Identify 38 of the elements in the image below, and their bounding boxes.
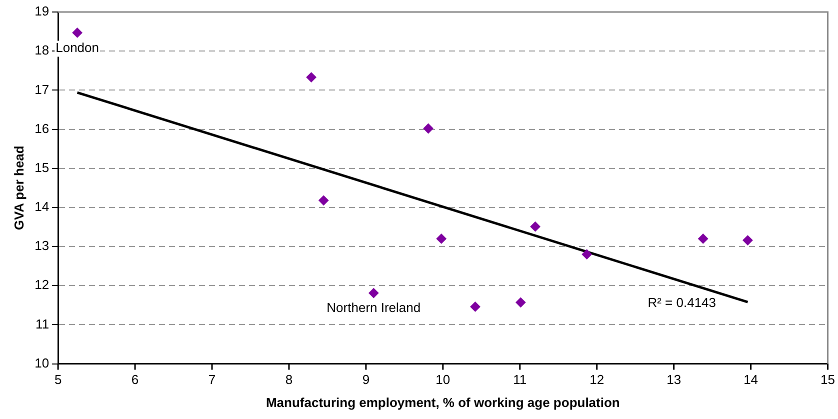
x-axis-title: Manufacturing employment, % of working age population bbox=[266, 394, 620, 410]
x-tick-label: 8 bbox=[285, 372, 293, 388]
y-tick-label: 13 bbox=[34, 238, 50, 254]
x-tick-label: 7 bbox=[208, 372, 216, 388]
y-axis-title: GVA per head bbox=[11, 146, 26, 230]
y-tick-label: 12 bbox=[34, 277, 50, 292]
annotation: R² = 0.4143 bbox=[648, 295, 716, 310]
x-tick-label: 5 bbox=[54, 372, 62, 388]
y-tick-label: 19 bbox=[34, 4, 50, 19]
point bbox=[72, 28, 82, 38]
x-tick-label: 11 bbox=[513, 372, 527, 388]
y-tick-label: 16 bbox=[34, 120, 50, 136]
y-tick-label: 10 bbox=[34, 355, 50, 370]
x-tick-label: 10 bbox=[436, 372, 450, 388]
annotation: London bbox=[56, 40, 99, 55]
point bbox=[742, 235, 753, 246]
point bbox=[368, 288, 379, 298]
y-tick-label: 14 bbox=[34, 199, 50, 214]
point bbox=[516, 297, 526, 308]
x-tick-label: 15 bbox=[820, 372, 836, 388]
point bbox=[698, 234, 708, 244]
point bbox=[306, 72, 316, 82]
point bbox=[318, 195, 329, 206]
y-tick-label: 11 bbox=[36, 316, 50, 332]
x-tick-label: 13 bbox=[666, 372, 682, 388]
point bbox=[582, 249, 592, 260]
annotation: Northern Ireland bbox=[326, 300, 421, 316]
x-tick-label: 14 bbox=[744, 372, 758, 388]
x-tick-label: 6 bbox=[131, 372, 139, 388]
point bbox=[436, 234, 446, 244]
x-tick-label: 9 bbox=[362, 372, 370, 388]
point bbox=[423, 123, 434, 134]
x-tick-label: 12 bbox=[590, 372, 604, 388]
y-tick-label: 17 bbox=[34, 82, 50, 97]
y-tick-label: 18 bbox=[34, 42, 50, 58]
point bbox=[530, 222, 540, 232]
point bbox=[470, 302, 480, 312]
y-tick-label: 15 bbox=[34, 160, 50, 175]
